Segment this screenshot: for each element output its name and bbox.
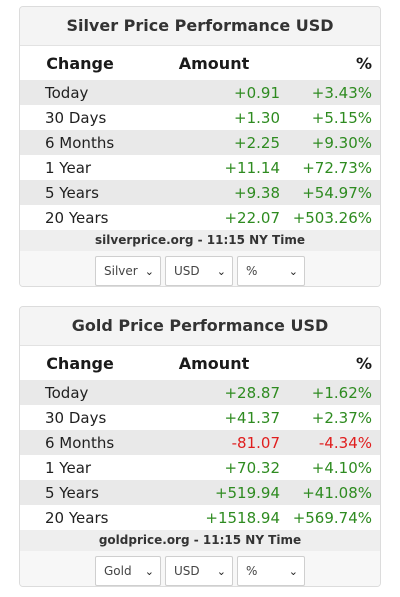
chevron-down-icon: ⌄	[216, 564, 226, 578]
table-row: 6 Months -81.07 -4.34%	[20, 430, 380, 455]
percent-value: +4.10%	[311, 458, 372, 477]
period-label: Today	[20, 80, 140, 105]
amount-value: +2.25	[140, 130, 288, 155]
source-caption: goldprice.org - 11:15 NY Time	[20, 530, 380, 551]
table-row: 30 Days +1.30 +5.15%	[20, 105, 380, 130]
performance-table: Change Amount % Today +0.91 +3.43% 30 Da…	[20, 46, 380, 230]
gold-performance-widget: Gold Price Performance USD Change Amount…	[19, 306, 381, 587]
column-header-amount: Amount	[178, 53, 250, 73]
percent-value: +54.97%	[288, 180, 380, 205]
percent-value: +5.15%	[311, 108, 372, 127]
column-header-amount: Amount	[178, 353, 250, 373]
amount-value: -81.07	[140, 430, 288, 455]
unit-select[interactable]: % ⌄	[237, 556, 305, 586]
currency-select[interactable]: USD ⌄	[165, 256, 233, 286]
period-label: Today	[20, 380, 140, 405]
performance-table: Change Amount % Today +28.87 +1.62% 30 D…	[20, 346, 380, 530]
percent-value: -4.34%	[288, 430, 380, 455]
period-label: 1 Year	[45, 458, 92, 477]
widget-controls: Gold ⌄ USD ⌄ % ⌄	[20, 551, 380, 586]
currency-select[interactable]: USD ⌄	[165, 556, 233, 586]
period-label: 5 Years	[20, 180, 140, 205]
currency-select-value: USD	[174, 564, 200, 578]
chevron-down-icon: ⌄	[144, 264, 154, 278]
period-label: 6 Months	[20, 130, 140, 155]
amount-value: +1.30	[234, 108, 280, 127]
unit-select-value: %	[246, 264, 258, 278]
column-header-percent: %	[355, 53, 372, 73]
table-row: Today +28.87 +1.62%	[20, 380, 380, 405]
period-label: 6 Months	[20, 430, 140, 455]
percent-value: +2.37%	[311, 408, 372, 427]
metal-select[interactable]: Gold ⌄	[95, 556, 161, 586]
period-label: 5 Years	[20, 480, 140, 505]
amount-value: +41.37	[224, 408, 280, 427]
percent-value: +3.43%	[288, 80, 380, 105]
metal-select[interactable]: Silver ⌄	[95, 256, 161, 286]
amount-value: +1518.94	[205, 508, 280, 527]
percent-value: +72.73%	[302, 158, 372, 177]
percent-value: +41.08%	[288, 480, 380, 505]
widget-controls: Silver ⌄ USD ⌄ % ⌄	[20, 251, 380, 286]
percent-value: +9.30%	[288, 130, 380, 155]
amount-value: +22.07	[224, 208, 280, 227]
silver-performance-widget: Silver Price Performance USD Change Amou…	[19, 6, 381, 287]
amount-value: +519.94	[140, 480, 288, 505]
percent-value: +1.62%	[288, 380, 380, 405]
chevron-down-icon: ⌄	[288, 564, 298, 578]
amount-value: +11.14	[224, 158, 280, 177]
column-header-change: Change	[46, 53, 114, 73]
amount-value: +9.38	[140, 180, 288, 205]
period-label: 1 Year	[45, 158, 92, 177]
percent-value: +569.74%	[292, 508, 372, 527]
percent-value: +503.26%	[292, 208, 372, 227]
table-row: 5 Years +519.94 +41.08%	[20, 480, 380, 505]
table-row: 5 Years +9.38 +54.97%	[20, 180, 380, 205]
widget-title: Silver Price Performance USD	[20, 7, 380, 46]
table-row: 20 Years +1518.94 +569.74%	[20, 505, 380, 530]
table-header-row: Change Amount %	[20, 46, 380, 80]
source-caption: silverprice.org - 11:15 NY Time	[20, 230, 380, 251]
column-header-change: Change	[46, 353, 114, 373]
column-header-percent: %	[355, 353, 372, 373]
table-row: 1 Year +11.14 +72.73%	[20, 155, 380, 180]
period-label: 20 Years	[45, 208, 109, 227]
amount-value: +70.32	[224, 458, 280, 477]
amount-value: +28.87	[140, 380, 288, 405]
amount-value: +0.91	[140, 80, 288, 105]
widget-title: Gold Price Performance USD	[20, 307, 380, 346]
table-row: 6 Months +2.25 +9.30%	[20, 130, 380, 155]
chevron-down-icon: ⌄	[288, 264, 298, 278]
chevron-down-icon: ⌄	[216, 264, 226, 278]
table-header-row: Change Amount %	[20, 346, 380, 380]
unit-select-value: %	[246, 564, 258, 578]
table-row: Today +0.91 +3.43%	[20, 80, 380, 105]
metal-select-value: Gold	[104, 564, 132, 578]
table-row: 1 Year +70.32 +4.10%	[20, 455, 380, 480]
table-row: 30 Days +41.37 +2.37%	[20, 405, 380, 430]
table-row: 20 Years +22.07 +503.26%	[20, 205, 380, 230]
unit-select[interactable]: % ⌄	[237, 256, 305, 286]
period-label: 30 Days	[45, 108, 107, 127]
period-label: 30 Days	[45, 408, 107, 427]
metal-select-value: Silver	[104, 264, 138, 278]
currency-select-value: USD	[174, 264, 200, 278]
chevron-down-icon: ⌄	[144, 564, 154, 578]
period-label: 20 Years	[45, 508, 109, 527]
